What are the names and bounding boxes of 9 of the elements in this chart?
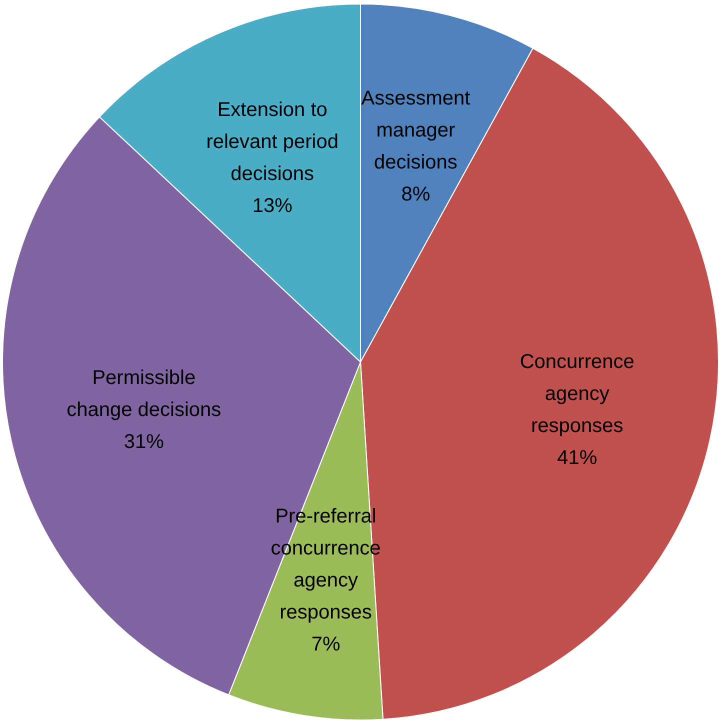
slice-label: Assessment manager decisions xyxy=(361,88,471,174)
slice-label: Concurrence agency responses xyxy=(520,350,634,437)
slice-label: Permissible change decisions xyxy=(66,366,222,421)
data-label: 13% xyxy=(252,194,293,217)
data-label: 31% xyxy=(124,430,164,453)
data-label: 7% xyxy=(311,634,340,656)
data-label: 41% xyxy=(557,446,598,469)
slice-label: Extension to relevant period decisions xyxy=(206,98,339,185)
data-label: 8% xyxy=(401,184,430,206)
